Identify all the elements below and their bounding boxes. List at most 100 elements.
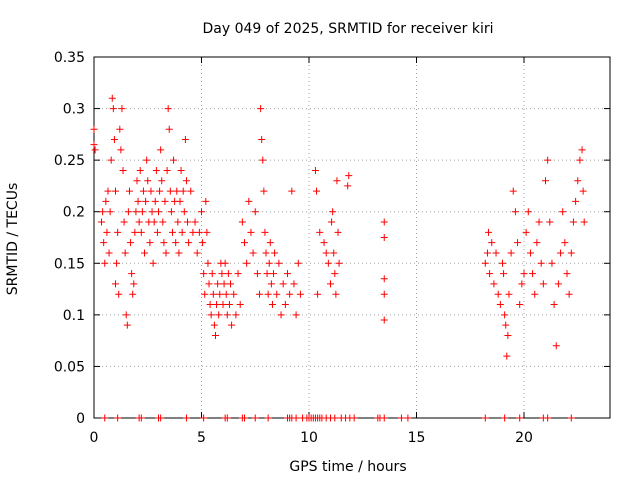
data-point — [296, 290, 304, 298]
data-point — [494, 290, 502, 298]
data-point — [103, 228, 111, 236]
data-point — [320, 239, 328, 247]
data-point — [117, 146, 125, 154]
data-point — [221, 259, 229, 267]
data-point — [98, 218, 106, 226]
data-point — [112, 187, 119, 195]
y-tick-label: 0.15 — [54, 256, 85, 272]
data-point — [284, 270, 291, 278]
zero-data-point — [567, 414, 575, 422]
y-tick-label: 0.1 — [63, 308, 85, 324]
data-point — [211, 331, 219, 339]
data-point — [331, 270, 339, 278]
data-point — [99, 208, 107, 216]
x-tick-label: 10 — [300, 430, 318, 446]
data-point — [174, 218, 182, 226]
data-point — [559, 208, 567, 216]
data-point — [567, 249, 575, 257]
data-point — [144, 177, 152, 185]
data-point — [514, 239, 522, 247]
y-tick-label: 0.35 — [54, 50, 85, 66]
data-point — [201, 290, 209, 298]
data-point — [213, 301, 221, 309]
data-point — [150, 218, 158, 226]
data-point — [238, 218, 246, 226]
axis-ticks: 0 0.05 0.1 0.15 0.2 0.25 0.3 0.35 0 5 10 15 20 — [54, 50, 610, 446]
data-point — [219, 301, 227, 309]
data-point — [181, 136, 189, 144]
data-point — [529, 270, 537, 278]
data-point — [222, 290, 230, 298]
data-point — [193, 249, 201, 257]
data-point — [500, 270, 508, 278]
data-point — [270, 270, 278, 278]
data-point — [105, 249, 113, 257]
data-point — [243, 259, 251, 267]
data-point — [128, 270, 136, 278]
data-point — [208, 270, 216, 278]
data-point — [234, 270, 242, 278]
zero-data-point — [223, 414, 231, 422]
data-point — [561, 239, 569, 247]
data-point — [273, 290, 281, 298]
data-point — [290, 280, 298, 288]
data-point — [179, 187, 187, 195]
data-point — [162, 249, 170, 257]
data-point — [380, 290, 388, 298]
data-point — [294, 259, 302, 267]
data-point — [113, 259, 121, 267]
data-point — [172, 239, 180, 247]
data-point — [574, 177, 582, 185]
data-point — [110, 136, 118, 144]
x-tick-label: 15 — [408, 430, 426, 446]
data-point — [191, 218, 199, 226]
data-point — [565, 290, 573, 298]
data-point — [195, 228, 203, 236]
zero-data-points — [101, 414, 575, 422]
data-point — [572, 197, 580, 205]
zero-data-point — [101, 414, 109, 422]
data-point — [187, 187, 195, 195]
data-points — [90, 94, 588, 360]
data-point — [204, 259, 212, 267]
data-point — [492, 249, 500, 257]
data-point — [200, 270, 208, 278]
data-point — [260, 187, 268, 195]
data-point — [135, 218, 143, 226]
data-point — [153, 228, 161, 236]
data-point — [163, 166, 171, 174]
data-point — [112, 280, 119, 288]
data-point — [225, 301, 233, 309]
data-point — [380, 234, 388, 241]
zero-data-point — [114, 414, 122, 422]
data-point — [177, 166, 185, 174]
zero-data-point — [481, 414, 489, 422]
data-point — [108, 94, 116, 102]
data-point — [522, 228, 530, 236]
chart-title: Day 049 of 2025, SRMTID for receiver kir… — [202, 21, 493, 37]
data-point — [292, 311, 300, 319]
data-point — [101, 259, 109, 267]
data-point — [109, 105, 117, 113]
data-point — [142, 197, 150, 205]
zero-data-point — [516, 414, 524, 422]
data-point — [324, 259, 332, 267]
data-point — [167, 208, 175, 216]
data-point — [267, 280, 275, 288]
data-point — [249, 249, 257, 257]
data-point — [268, 301, 276, 309]
data-point — [380, 316, 388, 324]
data-point — [158, 177, 166, 185]
data-point — [313, 187, 321, 195]
data-point — [228, 321, 236, 329]
data-point — [139, 187, 147, 195]
data-point — [264, 290, 272, 298]
data-point — [256, 290, 264, 298]
data-point — [266, 239, 274, 247]
data-point — [202, 197, 210, 205]
data-point — [116, 125, 124, 133]
data-point — [147, 187, 155, 195]
data-point — [531, 290, 539, 298]
data-point — [380, 218, 388, 226]
